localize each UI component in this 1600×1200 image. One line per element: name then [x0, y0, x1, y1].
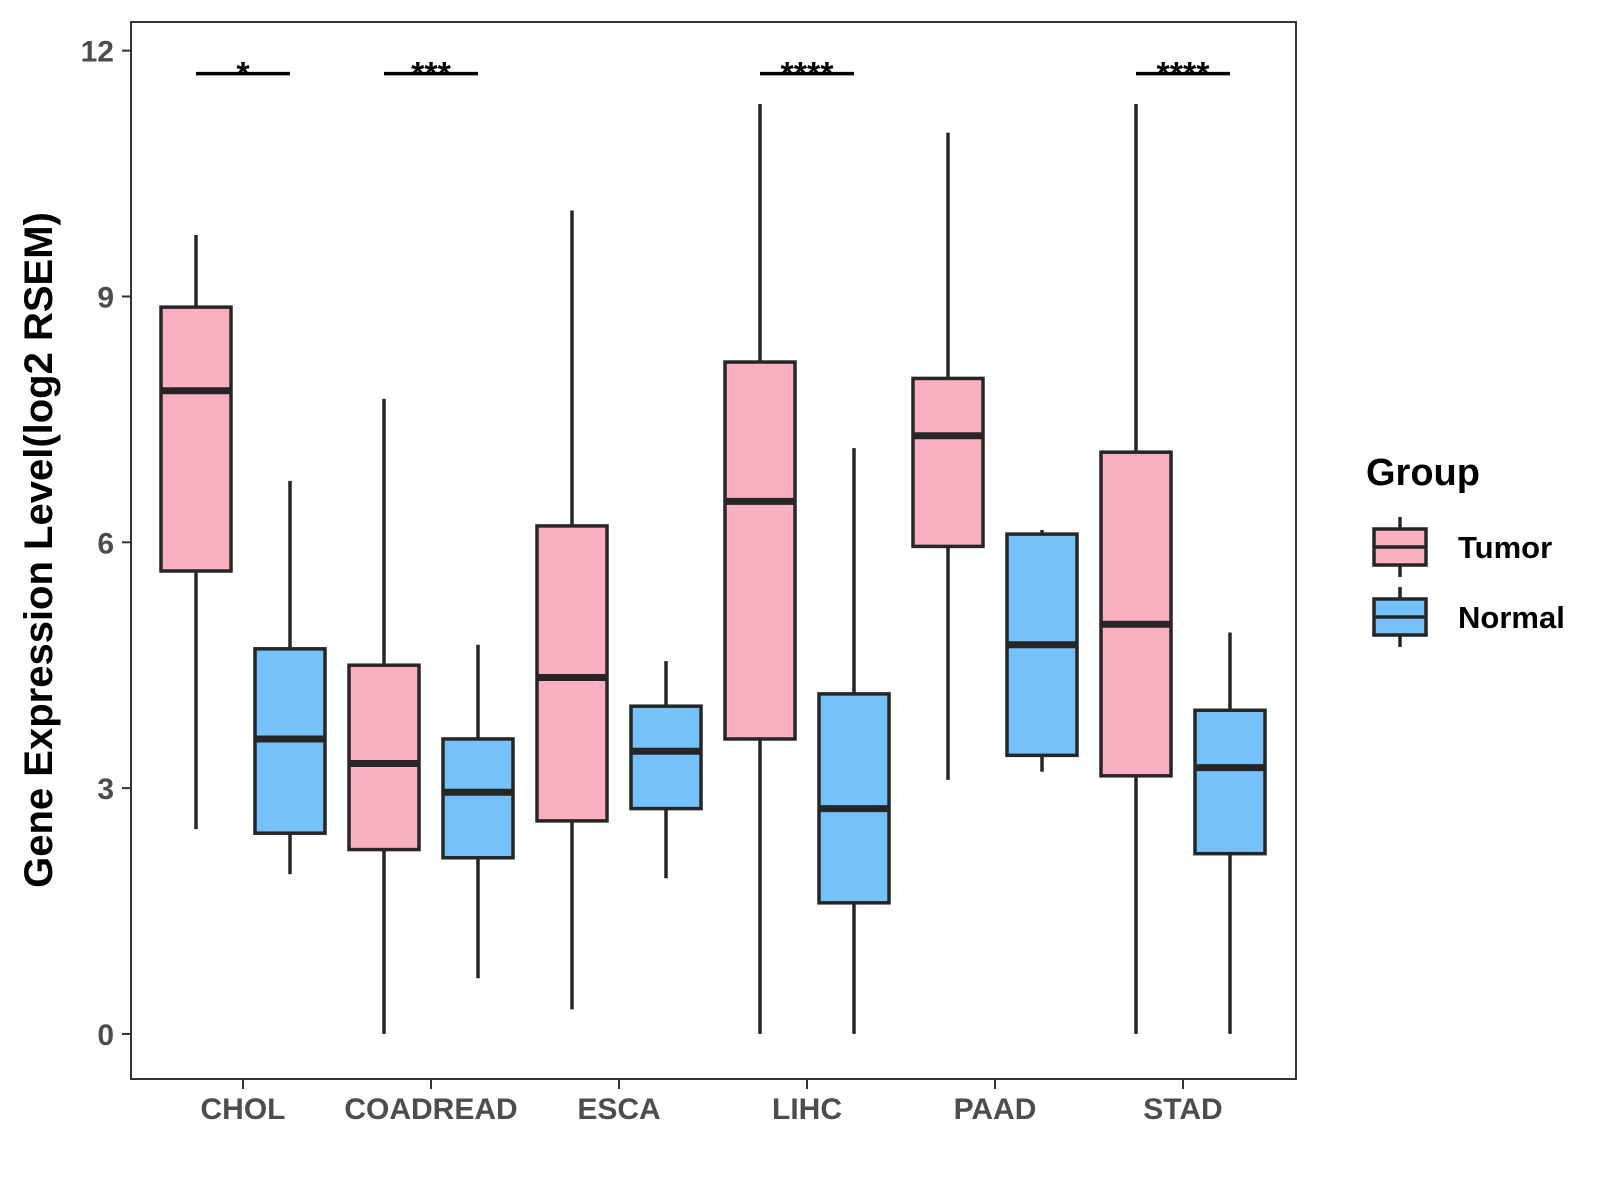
x-tick-label: PAAD [954, 1093, 1037, 1126]
box-normal-lihc [817, 448, 891, 1034]
box-tumor-paad [911, 132, 985, 780]
x-tick-label: ESCA [577, 1093, 660, 1126]
box-normal-coadread [441, 644, 515, 979]
x-tick-label: STAD [1143, 1093, 1222, 1126]
box-normal-paad [1005, 530, 1079, 772]
legend-label-normal: Normal [1458, 600, 1565, 635]
box-iqr [1099, 450, 1173, 778]
x-tick-label: CHOL [201, 1093, 286, 1126]
legend-label-tumor: Tumor [1458, 530, 1552, 565]
box-iqr [723, 360, 797, 741]
y-tick-label: 6 [97, 527, 114, 560]
box-iqr [911, 376, 985, 549]
significance-label: * [236, 56, 250, 94]
x-tick-label: COADREAD [344, 1093, 517, 1126]
significance-label: *** [411, 56, 451, 94]
y-tick-label: 9 [97, 281, 114, 314]
y-axis-title: Gene Expression Level(log2 RSEM) [17, 212, 61, 888]
y-tick-label: 0 [97, 1019, 114, 1052]
box-iqr [441, 737, 515, 860]
box-tumor-esca [535, 210, 609, 1010]
y-tick-label: 12 [81, 36, 114, 69]
box-tumor-chol [159, 235, 233, 830]
box-iqr [1193, 708, 1267, 856]
significance-label: **** [781, 56, 835, 94]
box-iqr [817, 692, 891, 905]
box-tumor-coadread [347, 398, 421, 1034]
y-tick-label: 3 [97, 773, 114, 806]
x-tick-label: LIHC [772, 1093, 842, 1126]
box-iqr [629, 704, 703, 811]
box-normal-esca [629, 661, 703, 879]
box-tumor-stad [1099, 103, 1173, 1034]
legend-title: Group [1366, 452, 1480, 494]
legend: Group Tumor Normal [1366, 452, 1565, 647]
box-normal-chol [253, 480, 327, 875]
box-iqr [535, 524, 609, 823]
box-iqr [347, 663, 421, 852]
box-normal-stad [1193, 632, 1267, 1034]
box-iqr [159, 305, 233, 573]
box-tumor-lihc [723, 103, 797, 1034]
significance-label: **** [1157, 56, 1211, 94]
